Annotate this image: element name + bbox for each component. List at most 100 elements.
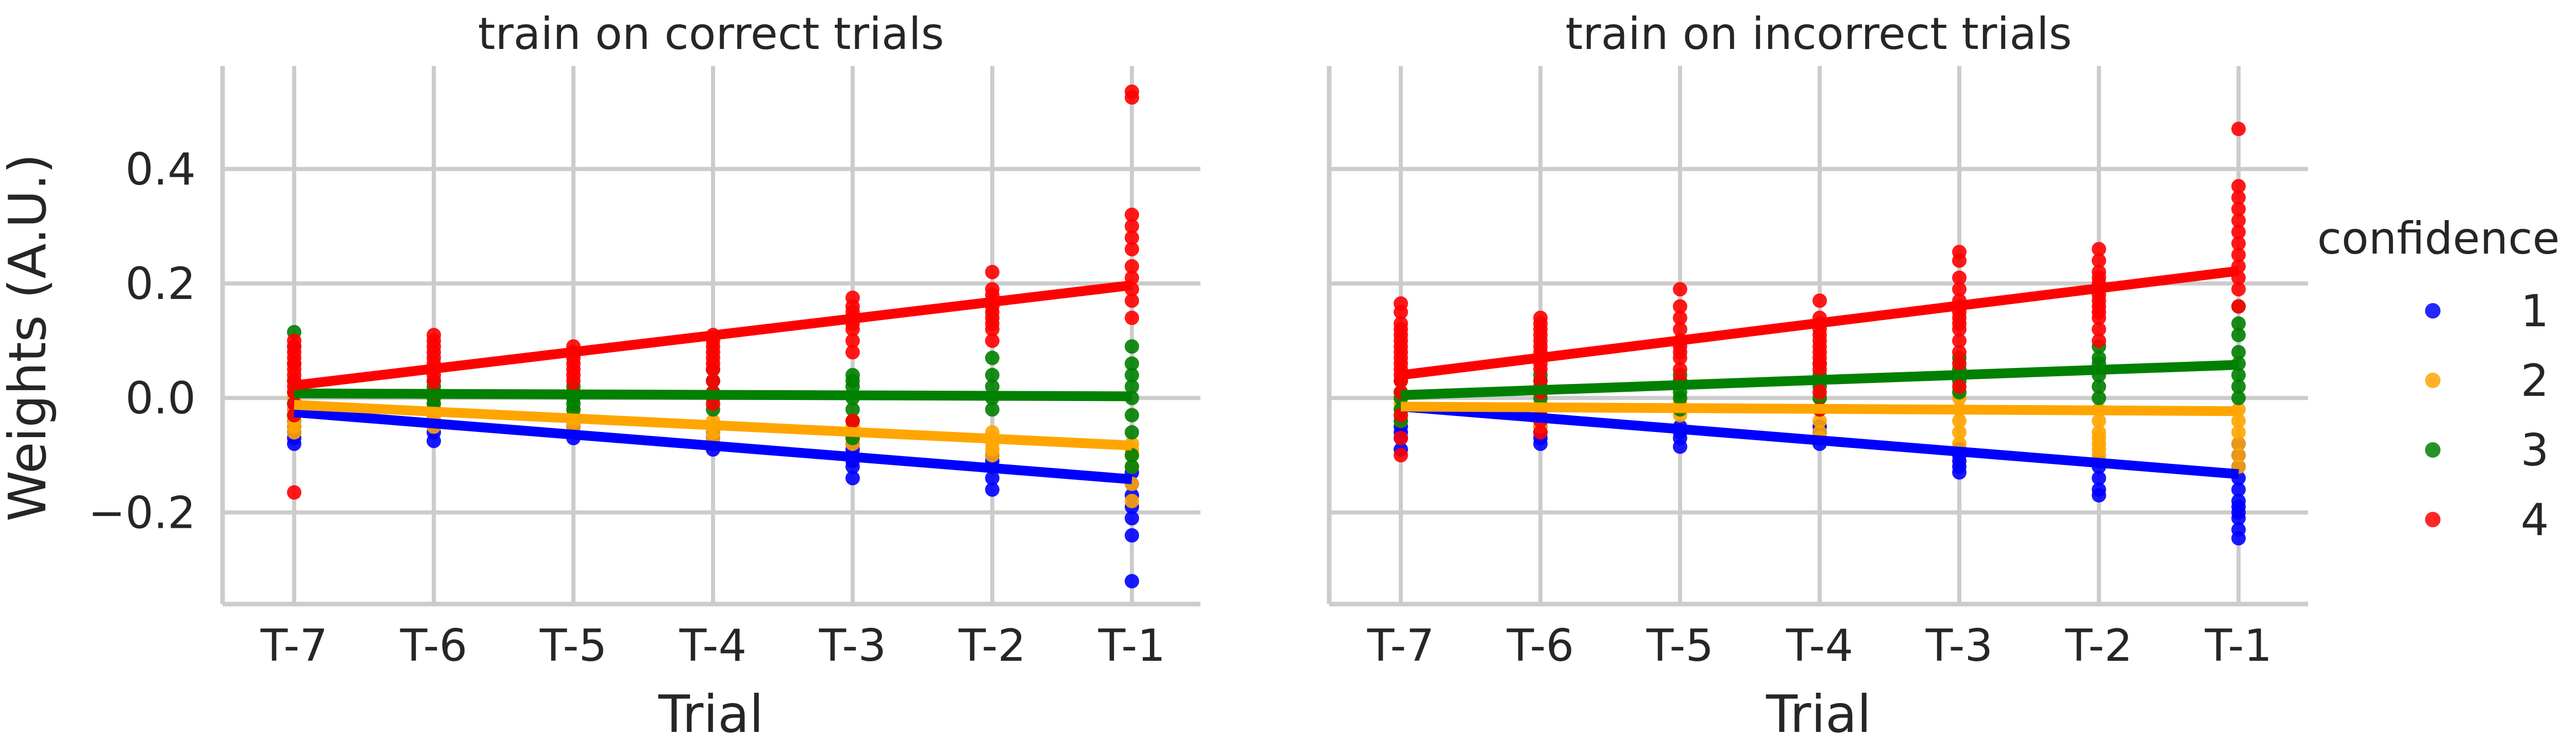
data-point-conf-4: [985, 333, 999, 348]
data-point-conf-3: [985, 350, 999, 365]
data-point-conf-1: [845, 471, 860, 486]
data-point-conf-3: [1125, 356, 1139, 371]
legend-label: 3: [2521, 425, 2549, 476]
data-point-conf-1: [985, 471, 999, 486]
fit-line-conf-4: [1400, 266, 2240, 380]
data-point-conf-4: [1125, 230, 1139, 245]
y-axis-label: Weights (A.U.): [0, 154, 58, 522]
x-axis-label: Trial: [658, 684, 764, 744]
x-tick-label: T-3: [819, 620, 886, 672]
data-point-conf-4: [2231, 213, 2246, 228]
data-point-conf-4: [1673, 322, 1687, 337]
fit-line-conf-3: [1400, 360, 2239, 400]
data-point-conf-3: [2092, 391, 2106, 406]
data-point-conf-1: [2231, 494, 2246, 509]
data-point-conf-3: [845, 402, 860, 417]
data-point-conf-4: [2092, 322, 2106, 337]
x-tick-label: T-6: [1506, 620, 1574, 672]
data-point-conf-2: [1812, 413, 1827, 428]
data-point-conf-4: [1673, 362, 1687, 377]
y-tick-label: 0.0: [125, 373, 196, 424]
x-tick-label: T-4: [679, 620, 747, 672]
data-point-conf-4: [1952, 356, 1967, 371]
data-point-conf-2: [2092, 413, 2106, 428]
data-point-conf-4: [985, 264, 999, 279]
data-point-conf-3: [1125, 448, 1139, 463]
fit-lines: [1400, 266, 2240, 479]
panel-correct-trials: train on correct trials T-7 T-6 T-5 T-4 T-3 T…: [88, 8, 1200, 744]
data-point-conf-3: [1125, 379, 1139, 394]
data-point-conf-4: [566, 373, 581, 388]
x-tick-label: T-3: [1925, 620, 1993, 672]
data-point-conf-1: [1125, 574, 1139, 589]
data-point-conf-4: [845, 345, 860, 360]
x-tick-labels: T-7 T-6 T-5 T-4 T-3 T-2 T-1: [1367, 620, 2272, 672]
data-point-conf-4: [1533, 425, 1548, 440]
data-point-conf-4: [1394, 448, 1408, 463]
data-point-conf-4: [985, 322, 999, 337]
y-tick-label: 0.2: [125, 258, 196, 310]
data-point-conf-3: [985, 367, 999, 382]
data-point-conf-4: [2231, 299, 2246, 314]
x-tick-label: T-4: [1786, 620, 1853, 672]
data-point-conf-4: [2092, 333, 2106, 348]
data-point-conf-4: [1394, 430, 1408, 445]
data-point-conf-2: [2092, 425, 2106, 440]
data-point-conf-2: [2231, 437, 2246, 452]
data-point-conf-3: [1673, 391, 1687, 406]
data-point-conf-4: [1673, 350, 1687, 365]
data-point-conf-2: [2231, 425, 2246, 440]
data-point-conf-4: [845, 413, 860, 428]
x-tick-label: T-7: [1367, 620, 1434, 672]
legend-label: 4: [2521, 494, 2549, 546]
data-point-conf-2: [2231, 448, 2246, 463]
x-axis-label: Trial: [1766, 684, 1871, 744]
data-point-conf-3: [2231, 379, 2246, 394]
data-point-conf-1: [2231, 482, 2246, 497]
data-point-conf-4: [706, 396, 720, 411]
data-point-conf-3: [2231, 345, 2246, 360]
data-point-conf-1: [1125, 511, 1139, 526]
panel-title: train on incorrect trials: [1565, 8, 2072, 60]
data-point-conf-3: [2231, 316, 2246, 331]
data-point-conf-4: [1673, 310, 1687, 325]
data-point-conf-2: [1125, 494, 1139, 509]
data-point-conf-4: [2231, 179, 2246, 194]
x-tick-label: T-6: [400, 620, 467, 672]
data-point-conf-3: [1125, 425, 1139, 440]
data-point-conf-1: [2092, 482, 2106, 497]
data-point-conf-4: [1673, 282, 1687, 297]
data-point-conf-3: [2092, 379, 2106, 394]
legend-items: 1 2 3 4: [2425, 286, 2549, 546]
fit-line-conf-4: [293, 280, 1133, 391]
data-point-conf-4: [1952, 253, 1967, 268]
data-point-conf-4: [2231, 122, 2246, 137]
data-point-conf-3: [985, 379, 999, 394]
data-point-conf-3: [845, 379, 860, 394]
data-point-conf-4: [706, 373, 720, 388]
legend-label: 2: [2521, 355, 2549, 407]
legend-title: confidence: [2317, 213, 2560, 264]
data-point-conf-4: [1394, 305, 1408, 320]
x-tick-label: T-2: [958, 620, 1026, 672]
data-point-conf-3: [2231, 367, 2246, 382]
data-point-conf-4: [2231, 247, 2246, 262]
x-tick-labels: T-7 T-6 T-5 T-4 T-3 T-2 T-1: [260, 620, 1165, 672]
data-point-conf-4: [1812, 362, 1827, 377]
data-point-conf-2: [1952, 413, 1967, 428]
fit-line-conf-1: [1400, 402, 2239, 479]
data-point-conf-4: [1125, 259, 1139, 274]
fit-line-conf-2: [294, 400, 1132, 450]
y-tick-label: −0.2: [88, 487, 196, 539]
data-point-conf-4: [1125, 207, 1139, 222]
legend: confidence 1 2 3 4: [2317, 213, 2560, 546]
data-point-conf-2: [2231, 413, 2246, 428]
data-point-conf-4: [2092, 242, 2106, 257]
data-point-conf-4: [2231, 202, 2246, 216]
data-point-conf-4: [1812, 293, 1827, 308]
data-point-conf-4: [1812, 385, 1827, 400]
data-point-conf-4: [1125, 310, 1139, 325]
data-point-conf-3: [1125, 459, 1139, 474]
x-tick-label: T-2: [2065, 620, 2132, 672]
